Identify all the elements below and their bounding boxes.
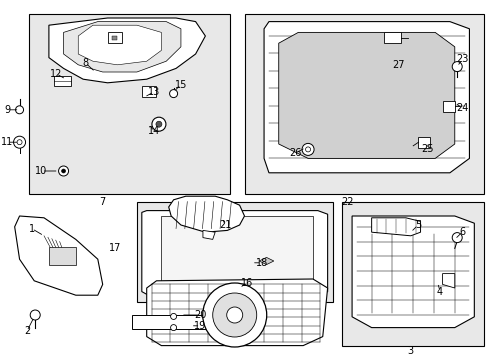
Circle shape — [170, 325, 176, 330]
Text: 18: 18 — [255, 258, 267, 268]
Polygon shape — [259, 257, 273, 265]
Polygon shape — [351, 216, 473, 328]
Polygon shape — [54, 76, 71, 86]
Polygon shape — [371, 218, 420, 236]
FancyBboxPatch shape — [342, 202, 483, 346]
Polygon shape — [49, 247, 76, 265]
Text: 4: 4 — [436, 287, 442, 297]
FancyBboxPatch shape — [244, 14, 483, 194]
Text: 13: 13 — [147, 87, 160, 97]
Circle shape — [61, 169, 65, 173]
Polygon shape — [142, 211, 327, 297]
Circle shape — [59, 166, 68, 176]
Text: 17: 17 — [108, 243, 121, 253]
Circle shape — [226, 307, 242, 323]
Polygon shape — [78, 25, 161, 65]
Circle shape — [305, 147, 310, 152]
Text: 20: 20 — [194, 310, 206, 320]
Circle shape — [451, 233, 461, 243]
Polygon shape — [442, 274, 454, 288]
Text: 9: 9 — [4, 105, 10, 115]
Polygon shape — [203, 230, 215, 239]
Text: 21: 21 — [218, 220, 231, 230]
Polygon shape — [417, 137, 429, 148]
Polygon shape — [168, 196, 244, 232]
Polygon shape — [107, 32, 122, 43]
Text: 24: 24 — [455, 103, 468, 113]
Text: 12: 12 — [50, 69, 62, 79]
Polygon shape — [383, 32, 400, 43]
Polygon shape — [264, 22, 468, 173]
Polygon shape — [142, 86, 156, 97]
Text: 16: 16 — [240, 278, 253, 288]
Text: 6: 6 — [458, 227, 464, 237]
Text: 7: 7 — [100, 197, 105, 207]
Circle shape — [14, 136, 25, 148]
Text: 19: 19 — [194, 321, 206, 331]
Circle shape — [156, 121, 162, 127]
Text: 14: 14 — [147, 126, 160, 136]
Polygon shape — [112, 36, 117, 40]
Polygon shape — [146, 279, 327, 346]
Circle shape — [212, 293, 256, 337]
Text: 2: 2 — [24, 326, 30, 336]
Text: 5: 5 — [414, 220, 420, 230]
Polygon shape — [132, 315, 210, 329]
Circle shape — [17, 140, 22, 145]
Circle shape — [302, 143, 313, 156]
Text: 8: 8 — [82, 58, 88, 68]
Text: 10: 10 — [35, 166, 48, 176]
Circle shape — [451, 62, 461, 72]
Circle shape — [30, 310, 40, 320]
Text: 15: 15 — [174, 80, 187, 90]
Polygon shape — [442, 101, 454, 112]
Text: 11: 11 — [1, 137, 14, 147]
Circle shape — [169, 90, 177, 98]
Circle shape — [203, 283, 266, 347]
Text: 1: 1 — [29, 224, 35, 234]
FancyBboxPatch shape — [29, 14, 229, 194]
Circle shape — [152, 117, 165, 131]
Circle shape — [16, 106, 23, 114]
Polygon shape — [161, 216, 312, 288]
Text: 22: 22 — [340, 197, 353, 207]
Polygon shape — [49, 18, 205, 83]
Text: 27: 27 — [391, 60, 404, 70]
Polygon shape — [278, 32, 454, 158]
Text: 3: 3 — [407, 346, 413, 356]
Polygon shape — [63, 22, 181, 72]
Circle shape — [170, 314, 176, 319]
Polygon shape — [15, 216, 102, 295]
Text: 23: 23 — [455, 54, 468, 64]
Text: 25: 25 — [421, 144, 433, 154]
FancyBboxPatch shape — [137, 202, 332, 302]
Text: 26: 26 — [289, 148, 302, 158]
